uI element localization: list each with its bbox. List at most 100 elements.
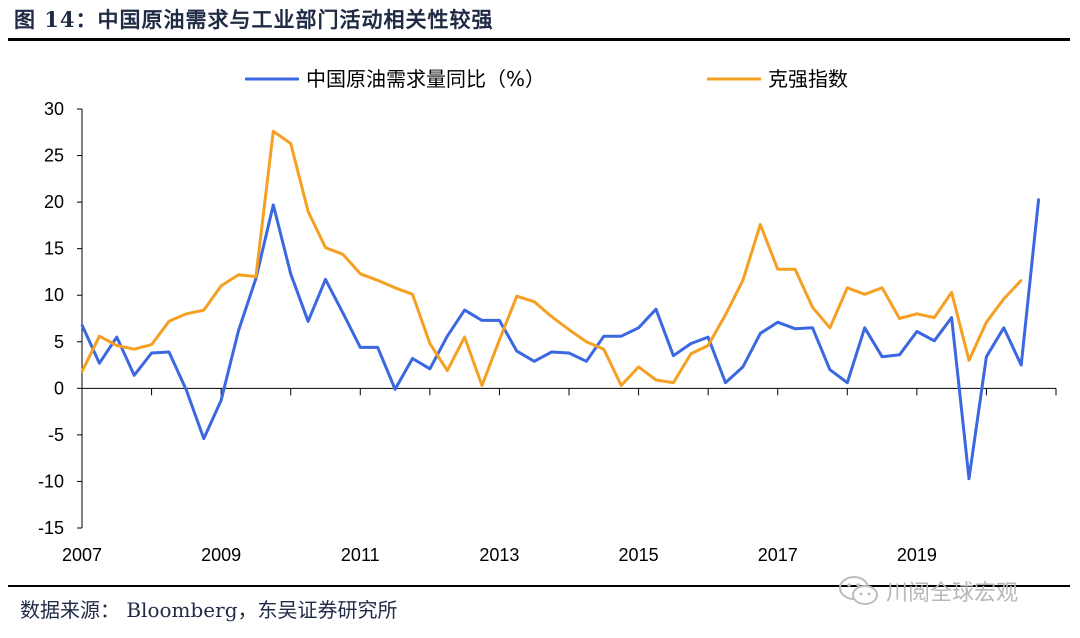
y-tick-label: 30 bbox=[44, 99, 64, 119]
data-point bbox=[689, 352, 692, 356]
data-point bbox=[80, 323, 84, 327]
data-point bbox=[637, 365, 640, 369]
data-point bbox=[411, 357, 414, 360]
x-tick-label: 2011 bbox=[341, 545, 380, 565]
data-point bbox=[1002, 326, 1005, 329]
data-point bbox=[967, 359, 971, 362]
data-point bbox=[793, 268, 797, 271]
y-tick-label: 25 bbox=[44, 146, 64, 166]
data-point bbox=[1020, 279, 1023, 282]
data-point bbox=[950, 291, 953, 294]
data-point bbox=[393, 388, 397, 391]
data-point bbox=[811, 326, 814, 329]
data-point bbox=[411, 293, 414, 296]
data-point bbox=[428, 342, 432, 345]
data-point bbox=[915, 312, 919, 315]
data-point bbox=[689, 342, 692, 345]
data-point bbox=[341, 253, 345, 256]
data-point bbox=[463, 335, 466, 339]
data-point bbox=[237, 329, 240, 332]
series-group bbox=[80, 129, 1041, 481]
legend-label-1: 中国原油需求量同比（%） bbox=[306, 67, 545, 91]
data-point bbox=[272, 130, 275, 133]
data-point bbox=[863, 293, 866, 296]
data-point bbox=[167, 350, 171, 354]
data-point bbox=[567, 351, 571, 355]
data-point bbox=[915, 330, 919, 333]
y-tick-label: 10 bbox=[44, 285, 64, 305]
bottom-rule bbox=[8, 585, 1070, 587]
data-point bbox=[133, 374, 136, 377]
data-point bbox=[289, 272, 292, 275]
data-point bbox=[98, 362, 101, 365]
data-point bbox=[654, 378, 658, 382]
data-point bbox=[933, 316, 936, 319]
x-tick-label: 2019 bbox=[897, 545, 937, 565]
data-point bbox=[324, 278, 327, 281]
y-tick-label: 15 bbox=[44, 239, 64, 259]
watermark-text: 川阅全球宏观 bbox=[886, 581, 1019, 606]
data-point bbox=[933, 339, 936, 342]
data-point bbox=[219, 399, 223, 402]
data-point bbox=[620, 384, 623, 387]
y-tick-label: 0 bbox=[54, 378, 64, 398]
source-note: 数据来源： Bloomberg，东吴证券研究所 bbox=[20, 598, 398, 622]
data-point bbox=[306, 320, 310, 323]
data-point bbox=[533, 360, 536, 363]
series-line-1 bbox=[80, 199, 1041, 481]
data-point bbox=[602, 335, 605, 338]
data-point bbox=[724, 313, 727, 316]
x-tick-label: 2017 bbox=[758, 545, 798, 565]
y-tick-label: -15 bbox=[38, 518, 64, 538]
data-point bbox=[376, 279, 379, 282]
data-point bbox=[654, 308, 658, 311]
data-point bbox=[602, 348, 605, 351]
data-point bbox=[150, 343, 153, 346]
data-point bbox=[898, 353, 901, 356]
data-point bbox=[776, 268, 779, 271]
data-point bbox=[706, 335, 710, 339]
data-point bbox=[115, 344, 119, 347]
data-point bbox=[880, 286, 884, 289]
x-tick-label: 2013 bbox=[479, 545, 519, 565]
data-point bbox=[237, 273, 240, 276]
data-point bbox=[219, 284, 223, 288]
y-tick-label: 20 bbox=[44, 192, 64, 212]
wechat-icon bbox=[839, 576, 878, 605]
data-point bbox=[272, 203, 275, 207]
data-point bbox=[446, 335, 449, 338]
data-point bbox=[967, 477, 971, 480]
data-point bbox=[620, 335, 623, 338]
data-point bbox=[637, 326, 640, 329]
data-point bbox=[446, 369, 449, 372]
data-point bbox=[898, 317, 901, 320]
data-point bbox=[359, 346, 362, 349]
data-point bbox=[185, 312, 188, 315]
data-point bbox=[828, 326, 832, 329]
data-point bbox=[672, 381, 675, 384]
data-point bbox=[463, 308, 466, 312]
y-tick-label: 5 bbox=[54, 332, 64, 352]
data-point bbox=[133, 348, 136, 351]
data-point bbox=[985, 355, 988, 358]
data-point bbox=[393, 286, 397, 289]
top-rule bbox=[8, 38, 1070, 41]
y-tick-label: -5 bbox=[48, 425, 64, 445]
legend-label-2: 克强指数 bbox=[768, 67, 848, 91]
data-point bbox=[533, 300, 536, 303]
chart-title: 图 14：中国原油需求与工业部门活动相关性较强 bbox=[14, 7, 494, 32]
data-point bbox=[185, 389, 188, 392]
data-point bbox=[515, 349, 518, 353]
data-point bbox=[324, 246, 327, 249]
data-point bbox=[376, 346, 379, 349]
x-tick-label: 2009 bbox=[201, 545, 241, 565]
x-tick-label: 2007 bbox=[62, 545, 102, 565]
data-point bbox=[480, 319, 484, 322]
data-point bbox=[428, 367, 432, 370]
data-point bbox=[585, 340, 588, 343]
line-chart: -15 -10 -5 0 5 10 15 20 25 30 2007 2009 2011 2013 2015… bbox=[38, 67, 1057, 565]
data-point bbox=[828, 368, 832, 371]
data-point bbox=[1002, 297, 1005, 301]
data-point bbox=[985, 321, 988, 324]
data-point bbox=[498, 338, 501, 342]
